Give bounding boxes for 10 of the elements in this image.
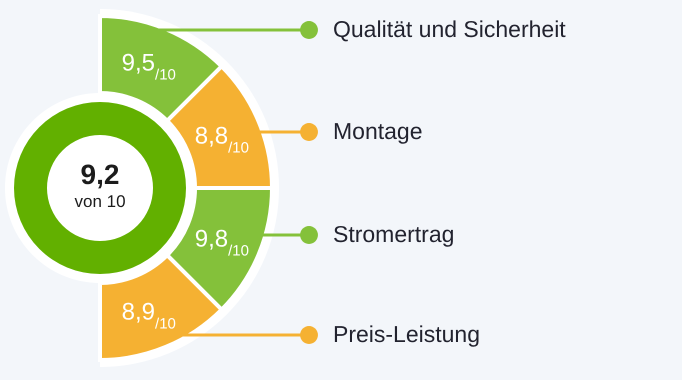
data-label: 9,8$_{/10}$ bbox=[194, 226, 249, 260]
category-label: Montage bbox=[333, 118, 423, 144]
data-label: 8,9$_{/10}$ bbox=[122, 298, 176, 332]
category-label: Preis-Leistung bbox=[333, 321, 480, 347]
category-label: Qualität und Sicherheit bbox=[333, 16, 566, 42]
text: von 10 bbox=[74, 192, 126, 211]
category-label: Stromertrag bbox=[333, 221, 454, 247]
data-label: 8,8$_{/10}$ bbox=[194, 122, 249, 156]
text: 9,2 bbox=[80, 159, 120, 190]
data-label: 9,5$_{/10}$ bbox=[122, 49, 176, 83]
